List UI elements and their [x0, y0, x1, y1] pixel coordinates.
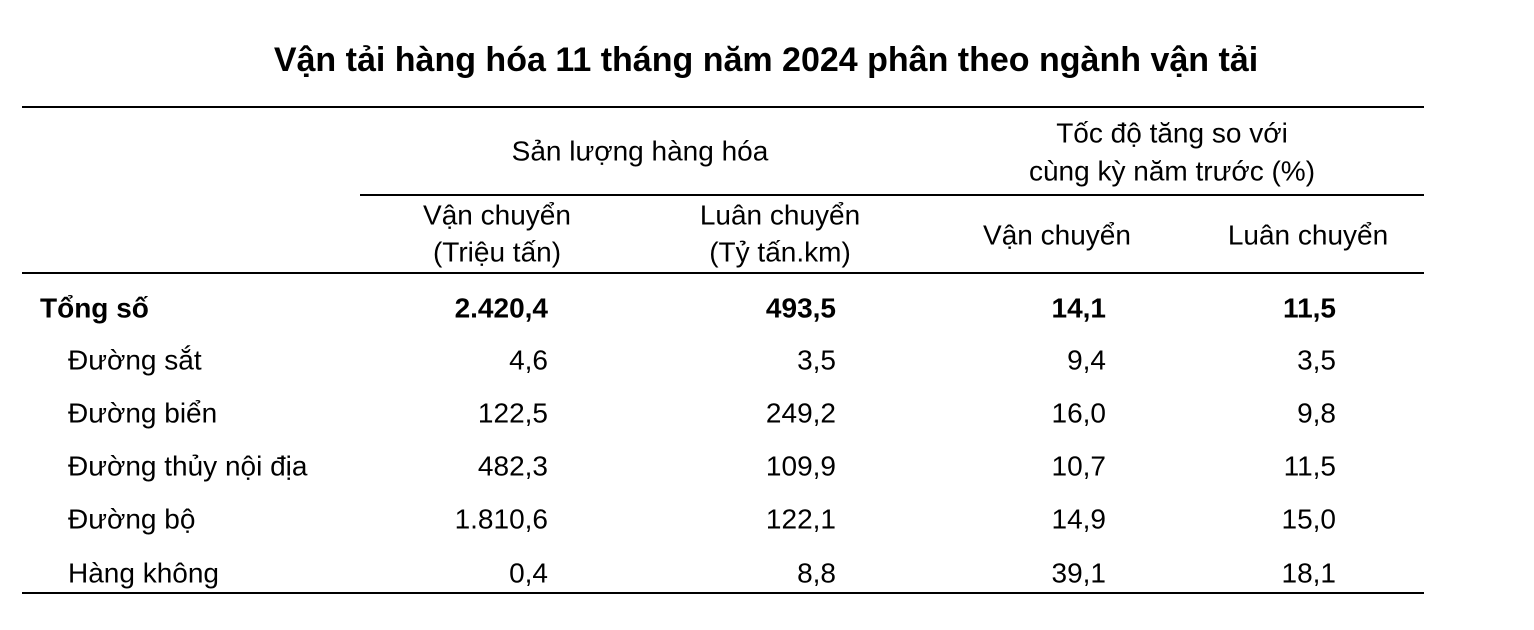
group-header: Tốc độ tăng so với [1056, 117, 1288, 148]
cell-value: 8,8 [797, 557, 836, 588]
row-label: Đường biển [68, 397, 217, 428]
cell-value: 109,9 [766, 450, 836, 481]
cell-value: 11,5 [1284, 450, 1336, 481]
cell-value: 39,1 [1052, 557, 1107, 588]
cell-value: 14,9 [1052, 503, 1107, 534]
title: Vận tải hàng hóa 11 tháng năm 2024 phân … [274, 41, 1258, 79]
cell-value: 11,5 [1283, 292, 1336, 323]
row-label: Đường thủy nội địa [68, 450, 308, 481]
cell-value: 122,5 [478, 397, 548, 428]
cell-value: 2.420,4 [455, 292, 549, 323]
column-header: (Triệu tấn) [433, 236, 561, 267]
cell-value: 18,1 [1282, 557, 1337, 588]
cell-value: 15,0 [1282, 503, 1337, 534]
cell-value: 3,5 [797, 344, 836, 375]
cell-value: 4,6 [509, 344, 548, 375]
column-header: Luân chuyển [1228, 219, 1388, 250]
cell-value: 14,1 [1052, 292, 1107, 323]
cell-value: 9,4 [1067, 344, 1106, 375]
cell-value: 0,4 [509, 557, 548, 588]
group-header: cùng kỳ năm trước (%) [1029, 155, 1315, 186]
cell-value: 1.810,6 [455, 503, 548, 534]
cell-value: 482,3 [478, 450, 548, 481]
column-header: Vận chuyển [983, 219, 1131, 250]
row-label: Tổng số [40, 292, 149, 323]
row-label: Hàng không [68, 557, 219, 588]
column-header: Vận chuyển [423, 199, 571, 230]
cell-value: 493,5 [766, 292, 836, 323]
cell-value: 249,2 [766, 397, 836, 428]
row-label: Đường sắt [68, 344, 202, 375]
cell-value: 16,0 [1052, 397, 1107, 428]
cell-value: 122,1 [766, 503, 836, 534]
column-header: Luân chuyển [700, 199, 860, 230]
cell-value: 9,8 [1297, 397, 1336, 428]
group-header: Sản lượng hàng hóa [512, 135, 769, 166]
column-header: (Tỷ tấn.km) [709, 236, 851, 267]
cell-value: 3,5 [1297, 344, 1336, 375]
cell-value: 10,7 [1052, 450, 1107, 481]
row-label: Đường bộ [68, 503, 195, 534]
